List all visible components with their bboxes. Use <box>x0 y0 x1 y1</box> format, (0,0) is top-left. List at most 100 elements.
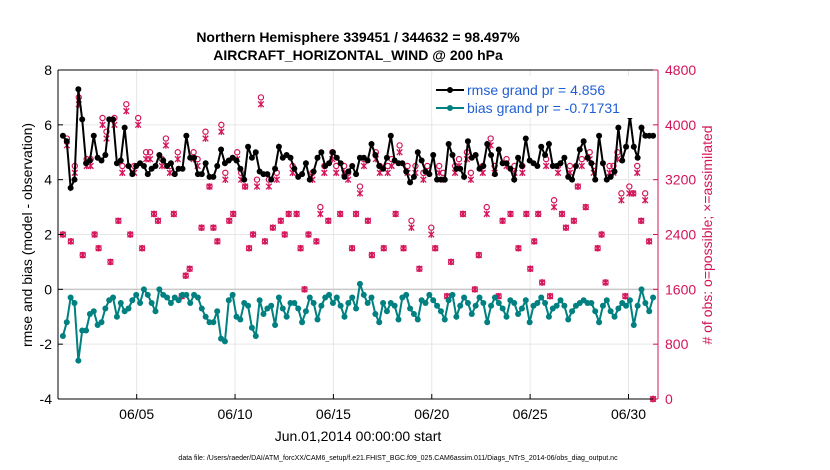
obs-assimilated-marker <box>645 238 653 245</box>
bias-point <box>434 302 441 309</box>
obs-possible-marker <box>467 169 475 177</box>
obs-assimilated-marker <box>408 224 415 231</box>
rmse-point <box>160 157 167 164</box>
obs-possible-marker <box>428 224 435 231</box>
rmse-point <box>503 160 510 167</box>
obs-possible-marker <box>610 162 617 170</box>
rmse-point <box>426 171 433 178</box>
rmse-point <box>522 135 529 142</box>
rmse-point <box>607 173 614 180</box>
rmse-point <box>407 179 414 186</box>
y-right-tick-label: 0 <box>665 391 673 407</box>
bias-point <box>279 305 286 312</box>
bias-point <box>302 308 309 315</box>
obs-assimilated-marker <box>558 210 566 218</box>
obs-assimilated-marker <box>542 162 550 170</box>
obs-assimilated-marker <box>273 176 281 183</box>
bias-point <box>187 300 194 307</box>
obs-assimilated-marker <box>360 162 368 170</box>
y-axis-label-right: # of obs: o=possible; ×=assimilated <box>699 125 715 344</box>
bias-point <box>133 291 140 298</box>
rmse-point <box>140 162 147 169</box>
obs-assimilated-marker <box>428 231 435 238</box>
rmse-point <box>202 160 209 167</box>
rmse-point <box>441 176 448 183</box>
obs-assimilated-marker <box>356 190 364 197</box>
bias-point <box>607 308 614 315</box>
obs-assimilated-marker <box>352 210 360 218</box>
bias-point <box>117 300 124 307</box>
bias-point <box>437 308 444 315</box>
bias-point <box>403 291 410 298</box>
rmse-point <box>592 176 599 183</box>
obs-assimilated-marker <box>253 183 261 190</box>
rmse-point <box>318 149 325 156</box>
bias-point <box>511 300 518 307</box>
bias-point <box>75 357 82 364</box>
bias-point <box>522 297 529 304</box>
bias-point <box>164 294 171 301</box>
y-right-tick-label: 3200 <box>665 172 696 188</box>
obs-possible-marker <box>424 162 431 170</box>
obs-assimilated-marker <box>293 210 300 218</box>
bias-point <box>499 305 506 312</box>
obs-assimilated-marker <box>249 231 257 238</box>
bias-point <box>364 300 371 307</box>
bias-point <box>329 300 336 307</box>
obs-assimilated-marker <box>471 286 479 293</box>
obs-possible-marker <box>550 197 558 204</box>
obs-possible-marker <box>641 190 649 197</box>
rmse-point <box>584 154 591 161</box>
bias-point <box>464 300 471 307</box>
bias-point <box>410 311 417 318</box>
rmse-point <box>252 149 259 156</box>
bias-point <box>488 302 495 309</box>
rmse-point <box>364 157 371 164</box>
bias-point <box>561 302 568 309</box>
obs-assimilated-marker <box>245 244 253 252</box>
rmse-point <box>399 160 406 167</box>
bias-point <box>272 321 279 328</box>
bias-point <box>98 319 105 326</box>
rmse-point <box>245 143 252 150</box>
obs-assimilated-marker <box>396 148 403 156</box>
obs-possible-marker <box>618 190 625 197</box>
bias-point <box>353 305 360 312</box>
y-left-tick-label: 4 <box>44 172 52 188</box>
bias-point <box>129 297 136 304</box>
rmse-point <box>650 132 657 139</box>
rmse-point <box>345 168 352 175</box>
bias-point <box>407 305 414 312</box>
axis-ticks: -4 -2 0 2 4 6 8 0 800 1600 2400 3200 4000 4800 06/05 06… <box>40 62 697 422</box>
rmse-point <box>372 151 379 158</box>
bias-point <box>422 300 429 307</box>
obs-assimilated-marker <box>277 217 285 225</box>
bias-point <box>275 294 282 301</box>
obs-possible-marker <box>396 142 403 149</box>
y-right-tick-label: 4000 <box>665 117 696 133</box>
obs-assimilated-marker <box>123 107 130 115</box>
rmse-point <box>418 157 425 164</box>
rmse-point <box>353 171 360 178</box>
y-axis-label-left: rmse and bias (model - observation) <box>19 123 35 347</box>
bias-point <box>457 302 464 309</box>
obs-possible-marker <box>174 149 181 156</box>
rmse-point <box>264 171 271 178</box>
rmse-point <box>79 116 86 123</box>
obs-assimilated-marker <box>618 196 625 204</box>
bias-point <box>341 313 348 320</box>
rmse-point <box>611 168 618 175</box>
obs-assimilated-marker <box>447 258 455 266</box>
rmse-point <box>75 86 82 93</box>
bias-point <box>349 294 356 301</box>
bias-point <box>156 286 163 293</box>
rmse-point <box>484 141 491 148</box>
bias-point <box>299 319 306 326</box>
rmse-point <box>507 165 514 172</box>
bias-point <box>596 319 603 326</box>
bias-point <box>110 294 117 301</box>
rmse-point <box>387 132 394 139</box>
bias-point <box>518 305 525 312</box>
bias-point <box>615 305 622 312</box>
rmse-point <box>414 149 421 156</box>
